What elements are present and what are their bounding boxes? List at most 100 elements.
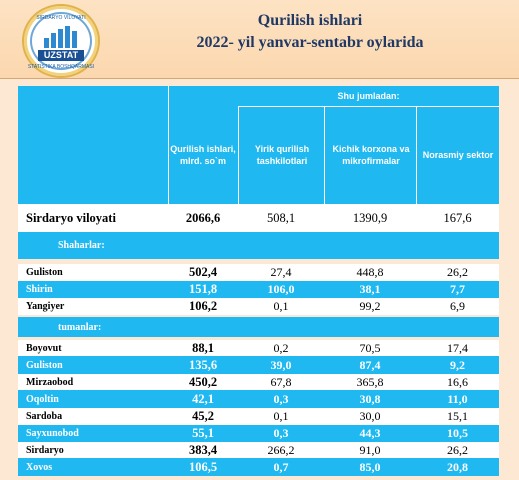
- header-divider-line: [238, 106, 499, 107]
- cell-large: 0,3: [273, 426, 289, 440]
- cell-small: 87,4: [359, 357, 381, 372]
- row-name: Xovos: [26, 461, 53, 473]
- cell-informal: 16,6: [447, 374, 468, 389]
- section-row-cities: Shaharlar:: [18, 232, 499, 259]
- logo-bar: [65, 26, 70, 48]
- section-row-districts: tumanlar:: [18, 317, 499, 337]
- row-name: Sirdaryo viloyati: [26, 210, 116, 225]
- cell-large: 27,4: [270, 265, 292, 279]
- row-name: Shirin: [26, 284, 53, 295]
- cell-small: 448,8: [356, 265, 384, 279]
- table-header: Shu jumladan: Qurilish ishlari, mlrd. so…: [18, 86, 499, 204]
- table-row: Mirzaobod 450,2 67,8 365,8 16,6: [18, 374, 499, 390]
- cell-large: 0,1: [273, 409, 289, 423]
- logo-bar: [72, 31, 77, 48]
- cell-total: 2066,6: [185, 210, 221, 225]
- cell-small: 44,3: [359, 426, 381, 440]
- row-name: Oqoltin: [26, 393, 59, 405]
- row-name: Sirdaryo: [26, 444, 64, 456]
- header-divider-line: [324, 106, 325, 204]
- col-header-large: Yirik qurilish tashkilotlari: [254, 143, 310, 166]
- cell-large: 0,2: [273, 340, 289, 355]
- cell-informal: 10,5: [447, 426, 468, 440]
- table-row-total: Sirdaryo viloyati 2066,6 508,1 1390,9 16…: [18, 204, 499, 232]
- row-name: Sayxunobod: [26, 428, 79, 439]
- row-name: Yangiyer: [26, 301, 65, 312]
- cell-total: 450,2: [188, 374, 218, 389]
- header-divider: [0, 78, 519, 79]
- cell-total: 106,2: [188, 299, 218, 313]
- cell-informal: 11,0: [447, 391, 468, 406]
- logo-bar: [44, 38, 49, 48]
- cell-small: 30,8: [359, 391, 381, 406]
- cell-large: 0,1: [273, 299, 289, 313]
- cell-small: 70,5: [359, 340, 381, 355]
- cell-total: 135,6: [188, 357, 218, 372]
- cell-large: 508,1: [266, 210, 296, 225]
- header-divider-line: [416, 106, 417, 204]
- row-name: Guliston: [26, 267, 63, 278]
- cell-total: 45,2: [192, 409, 214, 423]
- cell-total: 502,4: [188, 265, 218, 279]
- table-row: Guliston 502,4 27,4 448,8 26,2: [18, 264, 499, 281]
- cell-total: 42,1: [192, 391, 214, 406]
- logo-bar: [58, 29, 63, 48]
- logo-wordmark: UZSTAT: [38, 50, 84, 61]
- table-row: Boyovut 88,1 0,2 70,5 17,4: [18, 340, 499, 356]
- cell-small: 30,0: [359, 409, 381, 423]
- cell-informal: 15,1: [447, 409, 468, 423]
- logo-ring: [30, 12, 92, 70]
- header-divider-line: [238, 106, 239, 204]
- cell-total: 55,1: [192, 426, 214, 440]
- bar-chart-icon: [44, 26, 78, 48]
- page-title: Qurilish ishlari: [257, 12, 363, 29]
- cell-small: 38,1: [359, 282, 381, 296]
- table-row: Yangiyer 106,2 0,1 99,2 6,9: [18, 298, 499, 315]
- section-label: Shaharlar:: [58, 240, 105, 251]
- group-header: Shu jumladan:: [337, 90, 400, 101]
- cell-large: 67,8: [270, 374, 292, 389]
- cell-informal: 7,7: [450, 282, 465, 296]
- table-row: Xovos 106,5 0,7 85,0 20,8: [18, 458, 499, 476]
- cell-informal: 26,2: [447, 442, 468, 457]
- cell-large: 266,2: [267, 442, 295, 457]
- cell-small: 365,8: [356, 374, 384, 389]
- row-name: Guliston: [26, 359, 63, 371]
- row-name: Boyovut: [26, 342, 62, 354]
- logo-top-text: SIRDARYO VILOYATI: [36, 15, 86, 21]
- cell-small: 99,2: [359, 299, 381, 313]
- cell-large: 0,3: [273, 391, 289, 406]
- table-row: Guliston 135,6 39,0 87,4 9,2: [18, 356, 499, 374]
- cell-total: 88,1: [192, 340, 214, 355]
- cell-informal: 26,2: [447, 265, 468, 279]
- cell-large: 39,0: [270, 357, 292, 372]
- table-row: Sardoba 45,2 0,1 30,0 15,1: [18, 408, 499, 425]
- header-divider-line: [168, 86, 169, 204]
- row-name: Sardoba: [26, 411, 63, 422]
- cell-large: 0,7: [273, 459, 289, 474]
- cell-small: 85,0: [359, 459, 381, 474]
- col-header-informal: Norasmiy sektor: [422, 149, 494, 160]
- cell-informal: 20,8: [447, 459, 468, 474]
- table-row: Shirin 151,8 106,0 38,1 7,7: [18, 281, 499, 298]
- uzstat-logo: SIRDARYO VILOYATI UZSTAT STATISTIKA BOSH…: [22, 4, 100, 78]
- cell-total: 383,4: [188, 442, 218, 457]
- cell-total: 151,8: [188, 282, 218, 296]
- logo-bottom-text: STATISTIKA BOSHQARMASI: [27, 64, 95, 70]
- cell-small: 91,0: [359, 442, 381, 457]
- cell-informal: 167,6: [443, 210, 472, 225]
- cell-informal: 6,9: [450, 299, 465, 313]
- table-row: Sayxunobod 55,1 0,3 44,3 10,5: [18, 425, 499, 442]
- table-row: Oqoltin 42,1 0,3 30,8 11,0: [18, 390, 499, 408]
- cell-large: 106,0: [267, 282, 295, 296]
- page-subtitle: 2022- yil yanvar-sentabr oylarida: [196, 34, 424, 51]
- cell-small: 1390,9: [352, 210, 388, 225]
- table-row: Sirdaryo 383,4 266,2 91,0 26,2: [18, 442, 499, 458]
- row-name: Mirzaobod: [26, 376, 74, 388]
- section-label: tumanlar:: [58, 321, 102, 333]
- cell-informal: 17,4: [447, 340, 468, 355]
- col-header-total: Qurilish ishlari, mlrd. so`m: [170, 143, 236, 166]
- header-banner: SIRDARYO VILOYATI UZSTAT STATISTIKA BOSH…: [0, 0, 519, 78]
- cell-informal: 9,2: [450, 357, 465, 372]
- logo-bar: [51, 33, 56, 48]
